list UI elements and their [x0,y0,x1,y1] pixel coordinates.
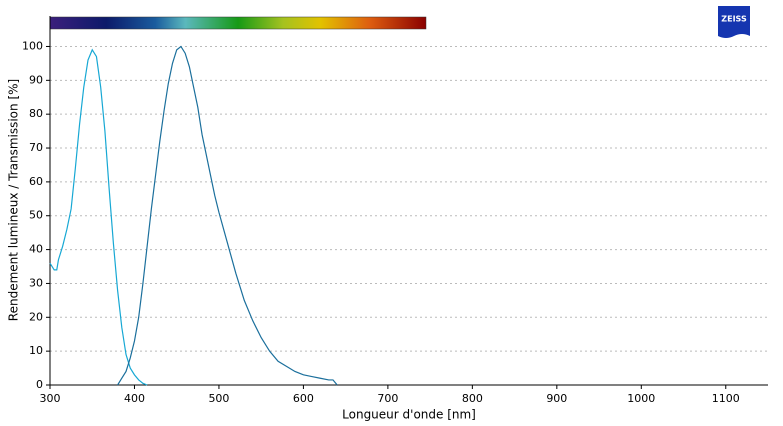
x-tick-label: 900 [546,392,567,405]
logo-shape [718,6,750,38]
y-tick-label: 90 [29,73,43,86]
spectrum-line [49,48,148,386]
y-tick-label: 70 [29,141,43,154]
y-tick-label: 0 [36,378,43,391]
logo-text: ZEISS [721,15,747,24]
x-tick-label: 300 [40,392,61,405]
x-tick-label: 800 [462,392,483,405]
x-axis-label: Longueur d'onde [nm] [342,408,476,422]
spectrum-bar [49,16,427,30]
x-tick-label: 400 [124,392,145,405]
x-tick-label: 1000 [627,392,655,405]
y-tick-label: 40 [29,243,43,256]
x-tick-label: 1100 [712,392,740,405]
y-tick-label: 20 [29,310,43,323]
y-axis-label: Rendement lumineux / Transmission [%] [7,79,21,321]
x-tick-label: 700 [377,392,398,405]
x-tick-label: 600 [293,392,314,405]
logo: ZEISS [718,6,750,38]
y-tick-label: 80 [29,107,43,120]
spectrum-line [117,45,338,386]
x-tick-label: 500 [208,392,229,405]
y-tick-label: 10 [29,344,43,357]
y-tick-label: 60 [29,175,43,188]
y-tick-label: 100 [22,39,43,52]
y-tick-label: 30 [29,276,43,289]
y-tick-label: 50 [29,209,43,222]
